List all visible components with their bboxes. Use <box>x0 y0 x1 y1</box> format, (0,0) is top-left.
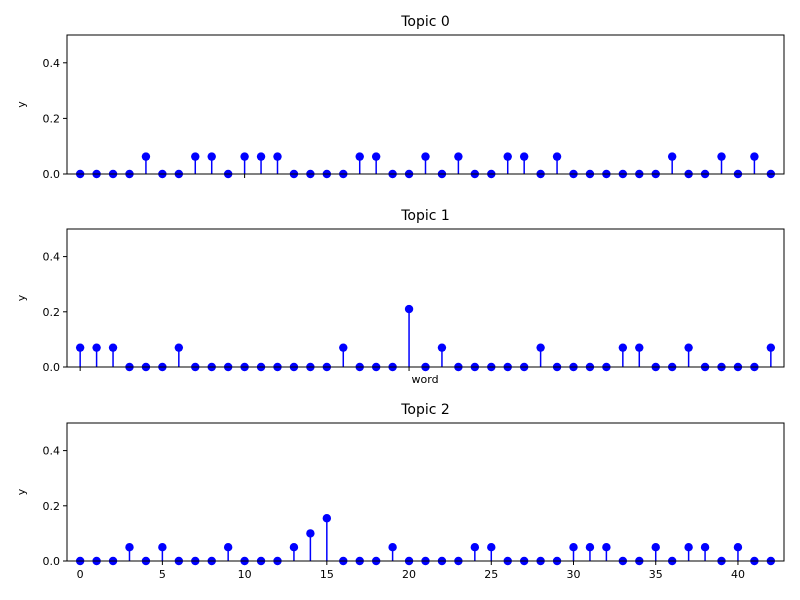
stem-marker <box>602 543 611 552</box>
stem-marker <box>519 152 529 161</box>
x-tick-label: 20 <box>402 568 416 581</box>
stem-marker <box>569 543 578 552</box>
panel-0: Topic 0 y 0.0 0.2 0.4 <box>15 14 785 181</box>
x-tick-label: 25 <box>484 568 498 581</box>
x-tick-label: 30 <box>567 568 581 581</box>
y-tick-label: 0.4 <box>43 251 61 264</box>
y-tick-label: 0.2 <box>43 306 61 319</box>
stem-marker <box>371 152 381 161</box>
stem-marker <box>585 543 595 552</box>
panel-title: Topic 1 <box>400 208 450 224</box>
x-tick-label: 10 <box>238 568 252 581</box>
x-tick-label: 35 <box>649 568 663 581</box>
stem-marker <box>158 543 167 552</box>
x-tick-label: 0 <box>77 568 84 581</box>
stem-marker <box>750 152 759 161</box>
y-tick-label: 0.4 <box>43 445 61 458</box>
stem-marker <box>191 152 200 161</box>
stem-marker <box>404 304 414 314</box>
stem-marker <box>355 152 364 161</box>
stem-marker <box>388 543 397 552</box>
stem-marker <box>306 529 315 538</box>
y-axis-label: y <box>15 101 28 108</box>
stem-marker <box>552 152 562 161</box>
stem-marker <box>635 343 644 352</box>
stem-marker <box>256 152 266 161</box>
panel-1: Topic 1 y 0.0 0.2 0.4 word <box>15 208 785 386</box>
panel-title: Topic 2 <box>400 402 450 418</box>
stem-marker <box>141 152 151 161</box>
stem-marker <box>454 152 463 161</box>
stem-marker <box>651 543 660 552</box>
stem-marker <box>223 543 233 552</box>
y-axis-label: y <box>15 294 28 301</box>
stem-marker <box>766 343 776 352</box>
x-tick-label: 5 <box>159 568 166 581</box>
plot-frame <box>66 34 785 175</box>
stem-marker <box>437 343 447 352</box>
y-tick-label: 0.2 <box>43 112 61 125</box>
x-tick-label: 15 <box>320 568 334 581</box>
stem-marker <box>75 343 85 352</box>
stem-marker <box>207 152 216 161</box>
stem-marker <box>618 343 628 352</box>
stem-marker <box>273 152 282 161</box>
panel-title: Topic 0 <box>400 14 450 30</box>
stem-marker <box>174 343 184 352</box>
stem-marker <box>421 152 430 161</box>
stem-marker <box>470 543 480 552</box>
panel-2: Topic 2 y 0.0 0.2 0.4 0 5 10 15 20 25 30 35 40 <box>15 402 785 581</box>
stem-marker <box>684 543 693 552</box>
stem-marker <box>700 543 710 552</box>
x-axis-label: word <box>412 373 439 386</box>
stem-marker <box>339 343 348 352</box>
stem-marker <box>717 152 726 161</box>
stem-marker <box>487 543 496 552</box>
stem-marker <box>240 152 249 161</box>
y-tick-label: 0.0 <box>43 555 61 568</box>
plot-frame <box>66 228 785 368</box>
stem-marker <box>125 543 134 552</box>
stem-marker <box>733 543 743 552</box>
stem-marker <box>289 543 299 552</box>
plot-frame <box>66 422 785 562</box>
y-tick-label: 0.4 <box>43 57 61 70</box>
stem-marker <box>92 343 101 352</box>
stem-marker <box>503 152 512 161</box>
stem-marker <box>667 152 677 161</box>
y-tick-label: 0.0 <box>43 168 61 181</box>
stem-marker <box>536 343 545 352</box>
x-tick-label: 40 <box>731 568 745 581</box>
y-axis-label: y <box>15 488 28 495</box>
stem-marker <box>322 514 332 523</box>
y-tick-label: 0.0 <box>43 361 61 374</box>
y-tick-label: 0.2 <box>43 500 61 513</box>
stem-marker <box>684 343 693 352</box>
stem-marker <box>108 343 118 352</box>
